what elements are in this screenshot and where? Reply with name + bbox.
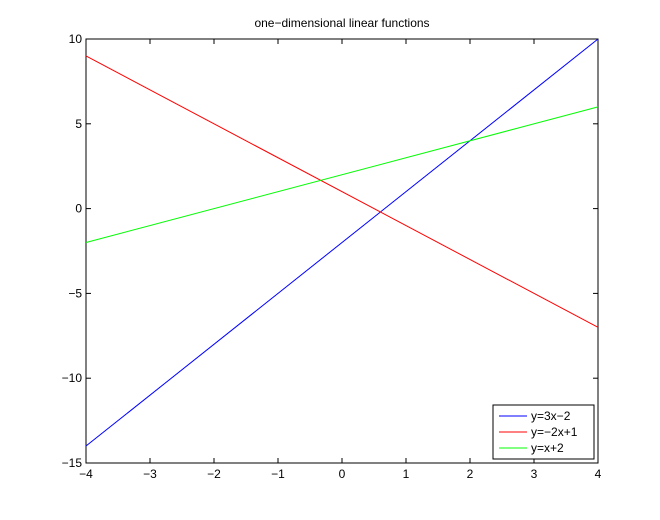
legend: y=3x−2 y=−2x+1 y=x+2: [492, 404, 595, 460]
y-tick-label: −5: [68, 286, 82, 300]
x-tick-label: 2: [467, 467, 474, 481]
y-tick-label: −15: [62, 456, 83, 470]
x-tick-label: −2: [207, 467, 221, 481]
series-lines: [85, 38, 599, 447]
x-tick-label: −3: [143, 467, 157, 481]
legend-label-1: y=−2x+1: [531, 425, 578, 439]
y-tick-label: 5: [75, 117, 82, 131]
chart-title: one−dimensional linear functions: [254, 16, 429, 30]
y-tick-label: 10: [69, 32, 83, 46]
x-tick-label: −1: [271, 467, 285, 481]
series-line-2: [85, 106, 599, 244]
x-tick-label: 0: [339, 467, 346, 481]
x-tick-label: 1: [403, 467, 410, 481]
x-tick-label: 4: [595, 467, 602, 481]
x-tick-label: 3: [531, 467, 538, 481]
series-line-1: [85, 55, 599, 328]
x-tick-label: −4: [79, 467, 93, 481]
legend-label-0: y=3x−2: [531, 409, 571, 423]
y-tick-label: −10: [62, 371, 83, 385]
y-tick-label: 0: [75, 202, 82, 216]
series-line-0: [85, 38, 599, 447]
legend-label-2: y=x+2: [531, 441, 564, 455]
plot-area: [85, 38, 599, 464]
